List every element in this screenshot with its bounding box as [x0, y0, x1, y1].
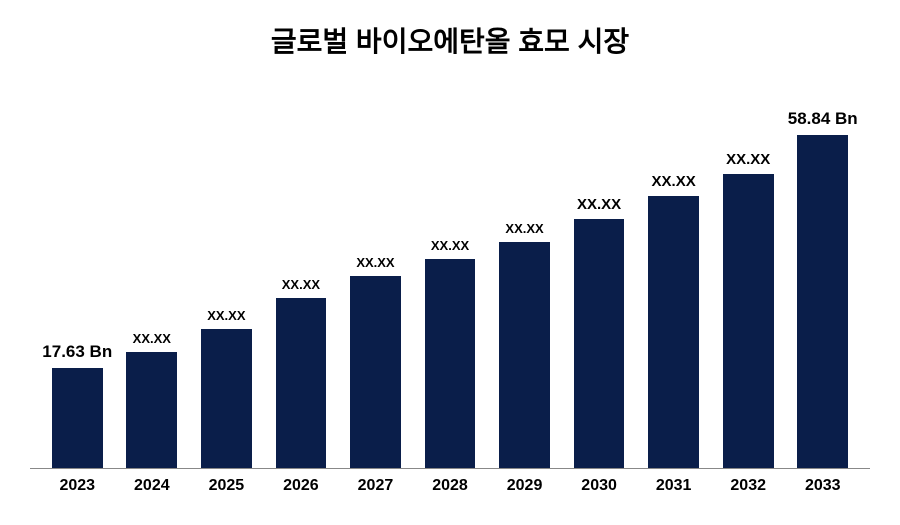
bar	[201, 329, 252, 468]
x-axis-label: 2030	[562, 477, 637, 495]
bar-value-label: XX.XX	[282, 277, 320, 292]
bar	[350, 276, 401, 468]
bar	[126, 352, 177, 468]
x-axis-label: 2023	[40, 477, 115, 495]
x-axis-label: 2031	[636, 477, 711, 495]
bar	[723, 174, 774, 468]
bar-group: 58.84 Bn	[785, 100, 860, 468]
bar-group: XX.XX	[636, 100, 711, 468]
bar	[425, 259, 476, 468]
bar-group: XX.XX	[487, 100, 562, 468]
bar-value-label: XX.XX	[207, 308, 245, 323]
bar-value-label: 17.63 Bn	[42, 342, 112, 362]
bar-group: XX.XX	[562, 100, 637, 468]
bar-value-label: XX.XX	[726, 151, 770, 168]
bar	[797, 135, 848, 468]
x-axis-label: 2024	[115, 477, 190, 495]
bar-value-label: XX.XX	[652, 173, 696, 190]
bar-group: XX.XX	[264, 100, 339, 468]
x-axis-label: 2025	[189, 477, 264, 495]
bar-value-label: XX.XX	[431, 238, 469, 253]
bar	[648, 196, 699, 468]
bar-value-label: XX.XX	[356, 255, 394, 270]
bar	[574, 219, 625, 468]
bar-value-label: XX.XX	[505, 221, 543, 236]
x-axis-label: 2032	[711, 477, 786, 495]
x-axis-label: 2028	[413, 477, 488, 495]
x-axis-label: 2029	[487, 477, 562, 495]
bar-value-label: 58.84 Bn	[788, 109, 858, 129]
bar-group: 17.63 Bn	[40, 100, 115, 468]
bar-group: XX.XX	[338, 100, 413, 468]
bar	[499, 242, 550, 468]
x-axis: 2023202420252026202720282029203020312032…	[30, 469, 870, 495]
x-axis-label: 2033	[785, 477, 860, 495]
bar	[276, 298, 327, 468]
bar	[52, 368, 103, 468]
bar-group: XX.XX	[413, 100, 488, 468]
x-axis-label: 2027	[338, 477, 413, 495]
plot-area: 17.63 Bn XX.XX XX.XX XX.XX XX.XX XX.XX XX.XX XX…	[30, 100, 870, 469]
x-axis-label: 2026	[264, 477, 339, 495]
bar-value-label: XX.XX	[133, 331, 171, 346]
bar-value-label: XX.XX	[577, 196, 621, 213]
bar-chart: 글로벌 바이오에탄올 효모 시장 17.63 Bn XX.XX XX.XX XX.XX…	[0, 0, 900, 525]
chart-title: 글로벌 바이오에탄올 효모 시장	[30, 20, 870, 60]
bar-group: XX.XX	[711, 100, 786, 468]
bar-group: XX.XX	[189, 100, 264, 468]
bar-group: XX.XX	[115, 100, 190, 468]
